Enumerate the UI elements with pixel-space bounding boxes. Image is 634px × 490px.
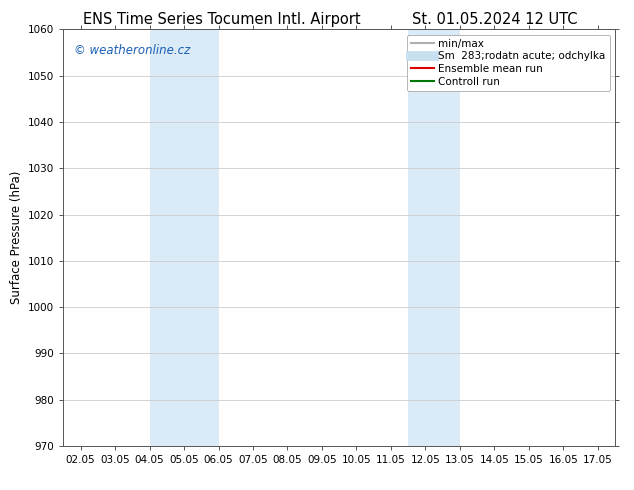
Text: St. 01.05.2024 12 UTC: St. 01.05.2024 12 UTC — [411, 12, 578, 27]
Legend: min/max, Sm  283;rodatn acute; odchylka, Ensemble mean run, Controll run: min/max, Sm 283;rodatn acute; odchylka, … — [407, 35, 610, 91]
Y-axis label: Surface Pressure (hPa): Surface Pressure (hPa) — [10, 171, 23, 304]
Text: © weatheronline.cz: © weatheronline.cz — [74, 44, 191, 57]
Bar — [150, 29, 219, 446]
Bar — [408, 29, 460, 446]
Text: ENS Time Series Tocumen Intl. Airport: ENS Time Series Tocumen Intl. Airport — [83, 12, 361, 27]
